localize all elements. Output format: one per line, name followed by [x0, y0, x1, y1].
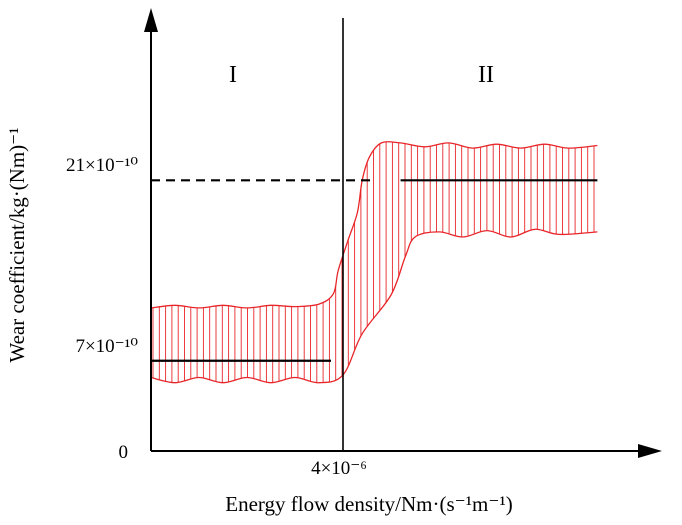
region-label-ii: II — [478, 62, 494, 88]
labels-layer: I II 0 7×10⁻¹⁰ 21×10⁻¹⁰ 4×10⁻⁶ Energy fl… — [5, 62, 513, 516]
wear-band-layer — [150, 141, 598, 384]
y-axis-label: Wear coefficient/kg·(Nm)⁻¹ — [5, 127, 29, 362]
band-hatch — [152, 141, 595, 383]
band-lower-boundary — [150, 228, 598, 384]
y-tick-label-0: 0 — [119, 442, 129, 463]
x-tick-label-4: 4×10⁻⁶ — [311, 458, 367, 479]
y-tick-label-21: 21×10⁻¹⁰ — [66, 155, 138, 176]
axes-layer — [144, 8, 662, 458]
region-label-i: I — [229, 62, 237, 88]
x-axis-arrow — [638, 444, 662, 458]
x-axis-label: Energy flow density/Nm·(s⁻¹m⁻¹) — [225, 492, 513, 516]
y-axis-arrow — [144, 8, 158, 32]
y-tick-label-7: 7×10⁻¹⁰ — [75, 336, 138, 357]
band-upper-boundary — [150, 141, 598, 309]
mean-lines-layer — [151, 179, 598, 362]
